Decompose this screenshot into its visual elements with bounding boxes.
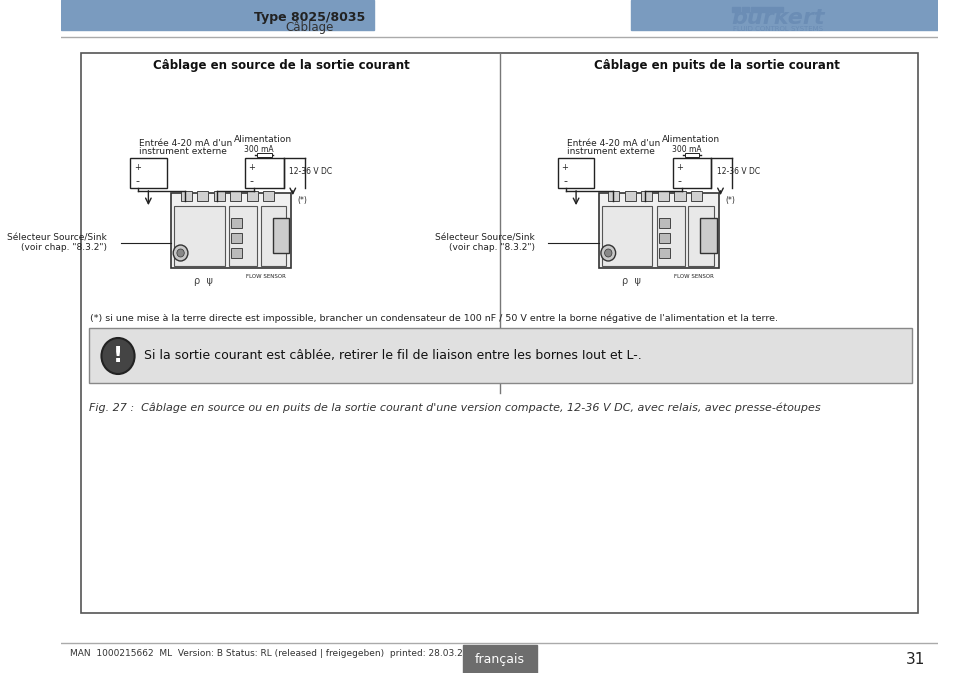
- Text: Entrée 4-20 mA d'un: Entrée 4-20 mA d'un: [566, 139, 659, 147]
- Bar: [558, 158, 594, 188]
- Bar: [174, 206, 225, 266]
- Text: FLUID CONTROL SYSTEMS: FLUID CONTROL SYSTEMS: [733, 26, 822, 32]
- Bar: [263, 191, 274, 201]
- Text: instrument externe: instrument externe: [139, 147, 227, 157]
- Bar: [672, 158, 711, 188]
- Bar: [690, 191, 701, 201]
- Bar: [750, 7, 782, 12]
- Text: Type 8025/8035: Type 8025/8035: [253, 11, 365, 24]
- Circle shape: [173, 245, 188, 261]
- Bar: [231, 248, 242, 258]
- Text: (*): (*): [297, 195, 307, 205]
- Text: Entrée 4-20 mA d'un: Entrée 4-20 mA d'un: [139, 139, 233, 147]
- Text: Câblage en source de la sortie courant: Câblage en source de la sortie courant: [153, 59, 410, 73]
- Text: +: +: [133, 164, 141, 172]
- Text: (voir chap. "8.3.2"): (voir chap. "8.3.2"): [21, 244, 107, 252]
- Bar: [256, 153, 272, 157]
- Bar: [740, 7, 748, 12]
- Text: Alimentation: Alimentation: [234, 135, 293, 145]
- Bar: [684, 153, 699, 157]
- Bar: [180, 191, 192, 201]
- Bar: [700, 218, 716, 253]
- Circle shape: [604, 249, 611, 257]
- Bar: [273, 218, 289, 253]
- Text: bürkert: bürkert: [731, 8, 824, 28]
- Text: MAN  1000215662  ML  Version: B Status: RL (released | freigegeben)  printed: 28: MAN 1000215662 ML Version: B Status: RL …: [71, 649, 479, 658]
- Text: +: +: [675, 164, 681, 172]
- Text: Câblage en puits de la sortie courant: Câblage en puits de la sortie courant: [594, 59, 839, 73]
- Bar: [732, 7, 739, 12]
- Text: (*) si une mise à la terre directe est impossible, brancher un condensateur de 1: (*) si une mise à la terre directe est i…: [91, 313, 778, 323]
- Text: -: -: [249, 176, 253, 186]
- Text: Sélecteur Source/Sink: Sélecteur Source/Sink: [435, 234, 534, 242]
- Bar: [231, 218, 242, 228]
- Bar: [631, 0, 938, 30]
- Text: +: +: [248, 164, 254, 172]
- Bar: [61, 0, 374, 30]
- Bar: [674, 191, 685, 201]
- Bar: [598, 193, 718, 268]
- Text: 31: 31: [905, 651, 924, 666]
- Text: Fig. 27 :  Câblage en source ou en puits de la sortie courant d'une version comp: Fig. 27 : Câblage en source ou en puits …: [89, 402, 820, 413]
- Text: français: français: [475, 653, 524, 666]
- Bar: [260, 206, 286, 266]
- Circle shape: [101, 338, 134, 374]
- Text: +: +: [561, 164, 568, 172]
- Text: -: -: [562, 176, 566, 186]
- Text: -: -: [677, 176, 680, 186]
- Bar: [213, 191, 225, 201]
- Text: Sélecteur Source/Sink: Sélecteur Source/Sink: [8, 234, 107, 242]
- Bar: [89, 328, 911, 383]
- Bar: [624, 191, 636, 201]
- Text: ρ  ψ: ρ ψ: [193, 276, 213, 286]
- Circle shape: [600, 245, 615, 261]
- Bar: [640, 191, 652, 201]
- Bar: [659, 233, 669, 243]
- Bar: [197, 191, 208, 201]
- Bar: [130, 158, 167, 188]
- Text: 300 mA: 300 mA: [244, 145, 274, 155]
- Bar: [601, 206, 652, 266]
- Text: Câblage: Câblage: [285, 22, 334, 34]
- Bar: [230, 191, 241, 201]
- Bar: [172, 193, 291, 268]
- Bar: [229, 206, 256, 266]
- Bar: [657, 206, 684, 266]
- Bar: [81, 53, 918, 613]
- Bar: [687, 206, 713, 266]
- Text: FLOW SENSOR: FLOW SENSOR: [673, 273, 713, 279]
- Text: instrument externe: instrument externe: [566, 147, 654, 157]
- Text: -: -: [135, 176, 139, 186]
- Text: 12-36 V DC: 12-36 V DC: [716, 166, 760, 176]
- Bar: [231, 233, 242, 243]
- Text: (*): (*): [724, 195, 734, 205]
- Text: Alimentation: Alimentation: [661, 135, 720, 145]
- Circle shape: [176, 249, 184, 257]
- Text: 12-36 V DC: 12-36 V DC: [289, 166, 332, 176]
- Text: (voir chap. "8.3.2"): (voir chap. "8.3.2"): [448, 244, 534, 252]
- Text: 300 mA: 300 mA: [671, 145, 700, 155]
- Text: ρ  ψ: ρ ψ: [621, 276, 640, 286]
- Bar: [658, 191, 668, 201]
- Bar: [245, 158, 283, 188]
- Text: Si la sortie courant est câblée, retirer le fil de liaison entre les bornes Iout: Si la sortie courant est câblée, retirer…: [144, 349, 640, 363]
- Text: !: !: [112, 346, 123, 366]
- Bar: [247, 191, 257, 201]
- Bar: [608, 191, 618, 201]
- Bar: [659, 248, 669, 258]
- Bar: [659, 218, 669, 228]
- Text: FLOW SENSOR: FLOW SENSOR: [246, 273, 286, 279]
- Bar: [462, 645, 536, 673]
